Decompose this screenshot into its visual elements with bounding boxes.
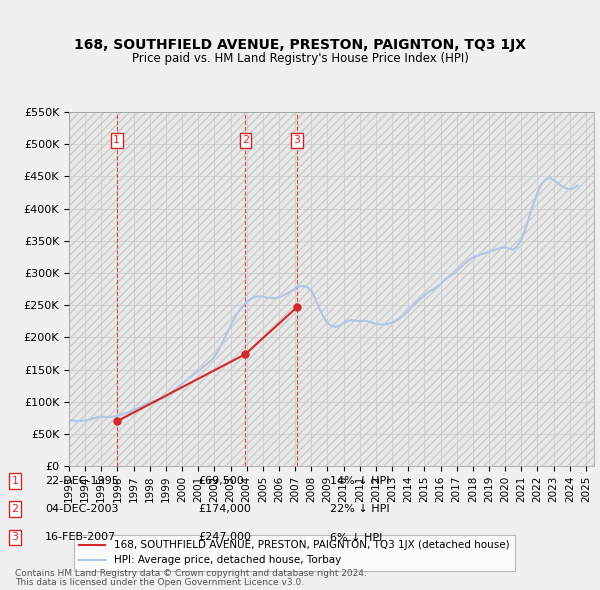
Text: £174,000: £174,000 xyxy=(198,504,251,514)
Text: Price paid vs. HM Land Registry's House Price Index (HPI): Price paid vs. HM Land Registry's House … xyxy=(131,52,469,65)
Text: 22% ↓ HPI: 22% ↓ HPI xyxy=(330,504,389,514)
Text: 1: 1 xyxy=(11,476,19,486)
Text: 1: 1 xyxy=(113,136,121,145)
Text: 16-FEB-2007: 16-FEB-2007 xyxy=(45,533,116,542)
Text: 14% ↓ HPI: 14% ↓ HPI xyxy=(330,476,389,486)
Text: Contains HM Land Registry data © Crown copyright and database right 2024.: Contains HM Land Registry data © Crown c… xyxy=(15,569,367,578)
Text: £69,500: £69,500 xyxy=(198,476,244,486)
Text: 22-DEC-1995: 22-DEC-1995 xyxy=(45,476,119,486)
Text: 6% ↓ HPI: 6% ↓ HPI xyxy=(330,533,382,542)
Text: 3: 3 xyxy=(293,136,301,145)
Text: 168, SOUTHFIELD AVENUE, PRESTON, PAIGNTON, TQ3 1JX: 168, SOUTHFIELD AVENUE, PRESTON, PAIGNTO… xyxy=(74,38,526,53)
Text: 3: 3 xyxy=(11,533,19,542)
Text: This data is licensed under the Open Government Licence v3.0.: This data is licensed under the Open Gov… xyxy=(15,578,304,588)
Text: £247,000: £247,000 xyxy=(198,533,251,542)
Text: 2: 2 xyxy=(242,136,249,145)
Text: 2: 2 xyxy=(11,504,19,514)
Bar xyxy=(69,112,594,466)
Legend: 168, SOUTHFIELD AVENUE, PRESTON, PAIGNTON, TQ3 1JX (detached house), HPI: Averag: 168, SOUTHFIELD AVENUE, PRESTON, PAIGNTO… xyxy=(74,535,515,571)
Text: 04-DEC-2003: 04-DEC-2003 xyxy=(45,504,119,514)
